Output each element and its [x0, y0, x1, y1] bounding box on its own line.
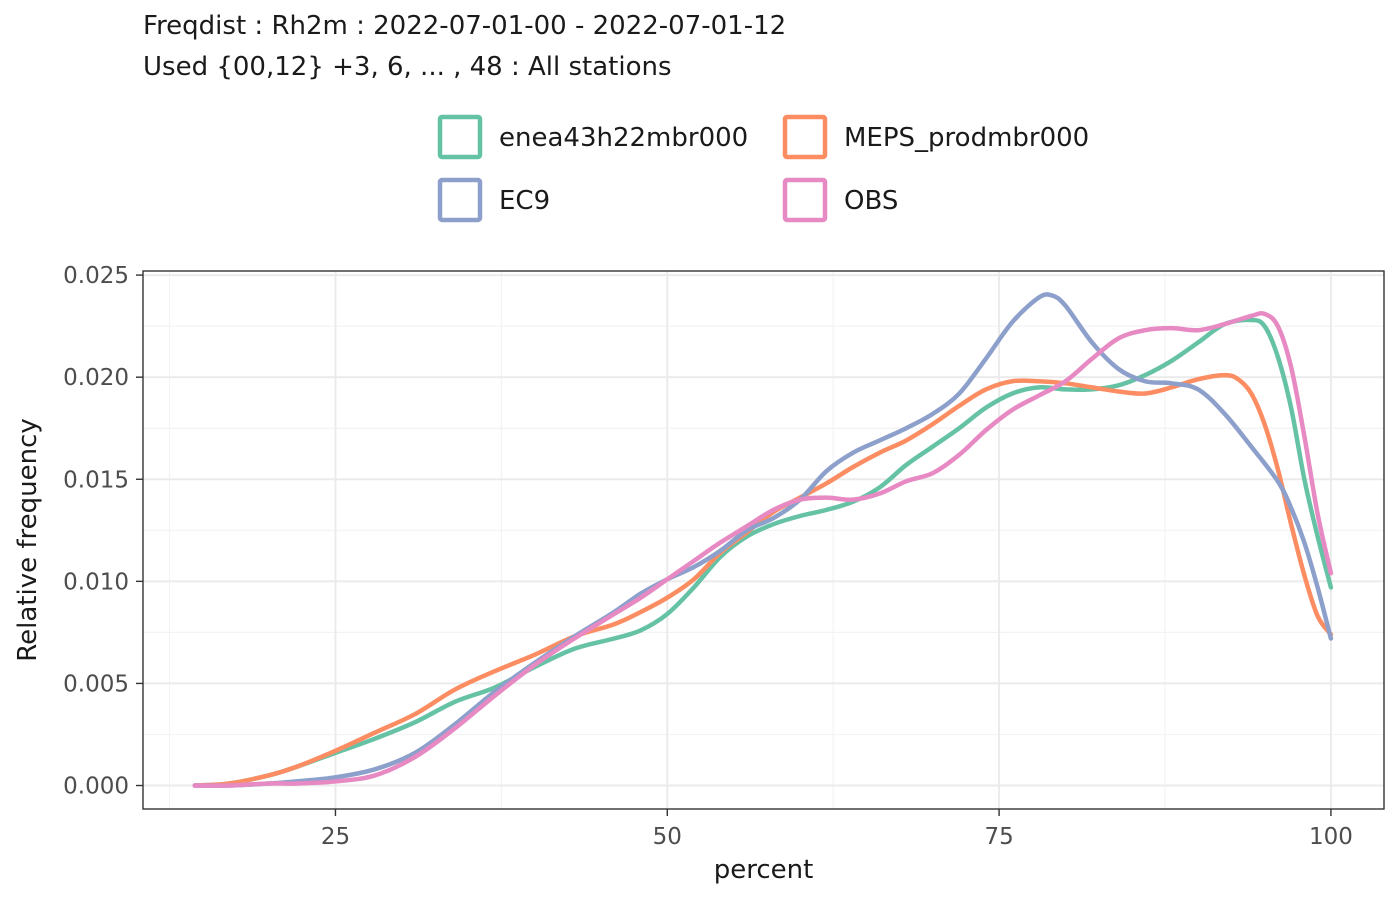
x-tick-label: 25	[321, 824, 350, 850]
plot-panel-border	[142, 270, 1385, 810]
chart-subtitle: Used {00,12} +3, 6, ... , 48 : All stati…	[143, 52, 672, 82]
x-tick-label: 100	[1309, 824, 1353, 850]
series-line-meps-prodmbr000	[192, 372, 1334, 788]
y-tick-label: 0.010	[63, 569, 129, 595]
y-axis-title: Relative frequency	[13, 418, 43, 662]
chart-title: Freqdist : Rh2m : 2022-07-01-00 - 2022-0…	[143, 11, 786, 41]
grid	[143, 271, 1384, 809]
y-tick-label: 0.000	[63, 774, 129, 800]
legend-key-ec9	[437, 177, 483, 223]
series-line-ec9	[192, 292, 1334, 788]
legend-label-meps-prodmbr000: MEPS_prodmbr000	[844, 123, 1089, 153]
legend-key-obs	[782, 177, 828, 223]
y-tick-label: 0.005	[63, 671, 129, 697]
series-lines	[192, 292, 1334, 788]
legend: enea43h22mbr000 EC9 MEPS_prodmbr000 OBS	[437, 114, 1089, 223]
y-tick-label: 0.025	[63, 263, 129, 289]
legend-key-meps-prodmbr000	[782, 114, 828, 160]
legend-label-enea43h22mbr000: enea43h22mbr000	[499, 123, 748, 153]
x-tick-label: 75	[984, 824, 1013, 850]
legend-label-ec9: EC9	[499, 186, 550, 216]
y-tick-label: 0.020	[63, 365, 129, 391]
legend-label-obs: OBS	[844, 186, 898, 216]
legend-key-enea43h22mbr000	[437, 114, 483, 160]
x-tick-label: 50	[653, 824, 682, 850]
y-tick-label: 0.015	[63, 467, 129, 493]
axes: 25 50 75 100 0.000 0.005 0.010 0.015 0.020 0.025	[63, 263, 1353, 850]
x-axis-title: percent	[714, 855, 814, 885]
series-line-obs	[192, 310, 1334, 788]
